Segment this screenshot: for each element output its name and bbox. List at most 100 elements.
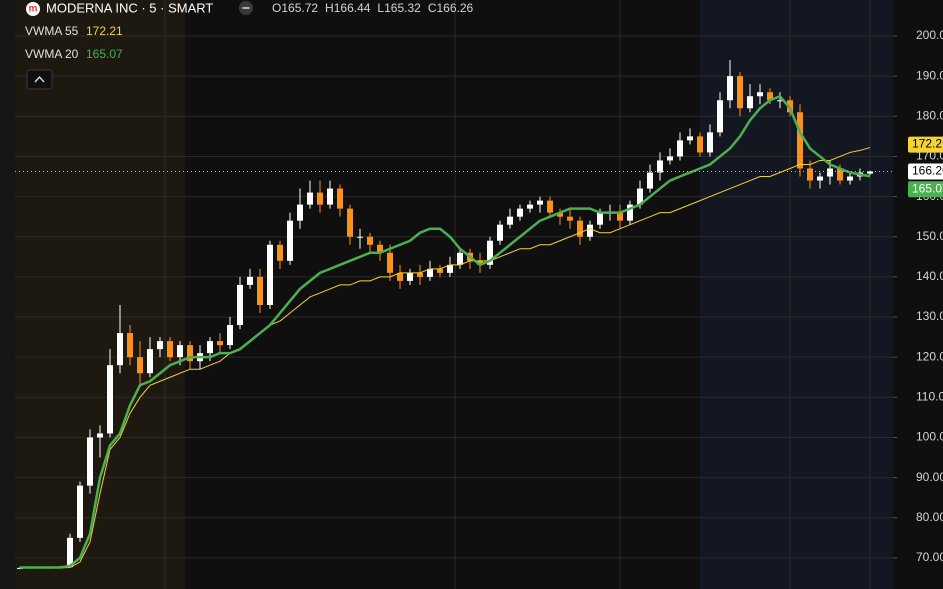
candle-body [477, 260, 483, 265]
candle-body [787, 100, 793, 113]
candle-body [67, 537, 73, 568]
candle-body [517, 208, 523, 217]
candle-body [537, 200, 543, 205]
y-tick-label: 130.00 [916, 309, 943, 323]
candle-body [137, 357, 143, 374]
vertical-grid [164, 0, 871, 589]
candle-body [127, 333, 133, 358]
candle-body [397, 272, 403, 281]
y-tick-label: 190.00 [916, 68, 943, 82]
legend-name[interactable]: VWMA 55 [25, 24, 79, 38]
price-axis [893, 0, 943, 589]
candle-body [647, 172, 653, 189]
y-tick-label: 70.00 [916, 550, 943, 564]
candle-body [667, 156, 673, 161]
premarket-zone [15, 0, 185, 589]
price-tag-label: 165.07 [912, 181, 943, 195]
candle-body [427, 268, 433, 277]
collapse-caret [34, 75, 45, 83]
candle-body [147, 349, 153, 374]
candle-body [177, 345, 183, 358]
price-tags: 172.21 166.26 165.07 [908, 136, 943, 198]
candle-body [347, 208, 353, 237]
candle-body [457, 252, 463, 265]
candle-body [757, 92, 763, 97]
candle-body [407, 272, 413, 281]
indicator-line [20, 147, 871, 569]
ohlc-value: 166.44 [334, 1, 371, 15]
candle-body [677, 140, 683, 157]
candle-body [257, 276, 263, 305]
collapse-button[interactable] [26, 69, 53, 90]
candle-body [297, 204, 303, 221]
candle-body [587, 224, 593, 237]
candle-body [267, 244, 273, 305]
candle-body [97, 433, 103, 438]
symbol-icon-glyph: m [29, 4, 38, 15]
candle-body [777, 100, 783, 102]
price-tag-label: 172.21 [912, 137, 943, 151]
candle-body [837, 168, 843, 181]
candle-body [627, 204, 633, 221]
candle-body [187, 345, 193, 362]
candle-body [77, 485, 83, 538]
candle-body [797, 112, 803, 169]
symbol-icon [26, 2, 40, 16]
candle-body [357, 236, 363, 238]
y-tick-label: 140.00 [916, 269, 943, 283]
ohlc-key: O [272, 1, 281, 15]
y-tick-label: 80.00 [916, 510, 943, 524]
ohlc-key: C [428, 1, 437, 15]
indicator-line [20, 94, 871, 569]
legend-value: 165.07 [86, 47, 123, 61]
candle-body [327, 188, 333, 205]
candle-body [507, 216, 513, 225]
candle-body [157, 341, 163, 350]
candle-body [337, 188, 343, 209]
candle-body [447, 264, 453, 273]
candle-body [87, 437, 93, 486]
candle-body [827, 168, 833, 177]
price-tag-label: 166.26 [912, 164, 943, 178]
candle-body [567, 216, 573, 221]
candle-body [817, 176, 823, 181]
y-tick-label: 110.00 [916, 389, 943, 403]
price-tag [908, 163, 943, 180]
horizontal-grid [15, 35, 893, 559]
candle-body [707, 132, 713, 153]
legend-name[interactable]: VWMA 20 [25, 47, 79, 61]
ohlc-value: 166.26 [436, 1, 473, 15]
plot [15, 60, 893, 570]
ohlc-value: 165.72 [281, 1, 318, 15]
candle-body [637, 188, 643, 205]
indicator-legend: VWMA 55 172.21 VWMA 20 165.07 [25, 24, 123, 61]
symbol-title[interactable]: MODERNA INC · 5 · SMART [46, 0, 213, 15]
candle-body [737, 76, 743, 109]
y-tick-label: 90.00 [916, 470, 943, 484]
candle-body [557, 212, 563, 217]
left-toolbar-edge [0, 0, 15, 589]
candle-body [617, 212, 623, 221]
candle-body [167, 341, 173, 358]
ohlc-value: 165.32 [384, 1, 421, 15]
candle-body [697, 136, 703, 153]
y-tick-label: 180.00 [916, 108, 943, 122]
candle-body [487, 240, 493, 265]
y-tick-label: 120.00 [916, 349, 943, 363]
candle-body [237, 284, 243, 326]
candle-body [367, 236, 373, 245]
candle-body [317, 192, 323, 205]
candle-body [657, 160, 663, 173]
ohlc-readout: O 165.72 H 166.44 L 165.32 C 166.26 [272, 1, 474, 15]
candle-body [497, 224, 503, 241]
price-axis-labels: 70.00 80.00 90.00 100.00 110.00 120.00 130.00 1… [893, 28, 943, 564]
candle-body [597, 212, 603, 225]
candle-body [767, 92, 773, 101]
y-tick-label: 150.00 [916, 229, 943, 243]
y-tick-label: 200.00 [916, 28, 943, 42]
candle-body [547, 200, 553, 213]
candle-body [287, 220, 293, 261]
candle-body [107, 365, 113, 434]
